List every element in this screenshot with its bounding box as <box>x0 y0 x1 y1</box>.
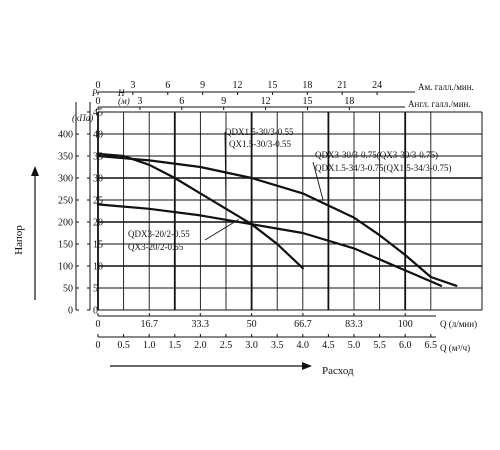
label-qdx3-30: QDX3-30/3-0.75(QX3-30/3-0.75) <box>315 150 438 160</box>
lmin-tick-3: 50 <box>247 319 257 330</box>
usgal-tick-8: 24 <box>372 80 382 91</box>
m3h-tick-1: 0.5 <box>117 340 130 351</box>
p-tick-100: 100 <box>58 262 73 273</box>
y-unit-h: (м) <box>118 96 130 106</box>
label-leader-0 <box>224 131 227 209</box>
ukgal-tick-4: 12 <box>261 96 271 107</box>
h-tick-45: 45 <box>93 108 103 119</box>
y-axis-title: Напор <box>13 225 25 255</box>
m3h-tick-2: 1.0 <box>143 340 156 351</box>
m3h-tick-5: 2.5 <box>220 340 233 351</box>
p-tick-300: 300 <box>58 174 73 185</box>
x-unit-usgal: Ам. галл./мин. <box>418 82 474 92</box>
p-tick-0: 0 <box>68 306 73 317</box>
lmin-tick-1: 16.7 <box>141 319 159 330</box>
series-line-1 <box>96 154 458 287</box>
x-unit-lmin: Q (л/мин) <box>440 319 477 329</box>
h-tick-40: 40 <box>93 130 103 141</box>
lmin-tick-4: 66.7 <box>294 319 312 330</box>
m3h-tick-4: 2.0 <box>194 340 207 351</box>
grid-lines <box>75 91 483 338</box>
usgal-tick-4: 12 <box>233 80 243 91</box>
p-tick-150: 150 <box>58 240 73 251</box>
m3h-tick-3: 1.5 <box>169 340 182 351</box>
ukgal-tick-0: 0 <box>96 96 101 107</box>
h-tick-0: 0 <box>93 306 98 317</box>
x-unit-ukgal: Англ. галл./мин. <box>408 99 471 109</box>
ukgal-tick-5: 15 <box>302 96 312 107</box>
h-tick-5: 5 <box>93 284 98 295</box>
lmin-tick-5: 83.3 <box>345 319 363 330</box>
label-qdx15-34: QDX1.5-34/3-0.75(QX1.5-34/3-0.75) <box>315 163 451 173</box>
label-qx15-30: QX1.5-30/3-0.55 <box>229 139 291 149</box>
p-tick-350: 350 <box>58 152 73 163</box>
h-tick-30: 30 <box>93 174 103 185</box>
y-symbol-h: H <box>117 88 125 98</box>
usgal-tick-6: 18 <box>302 80 312 91</box>
m3h-tick-0: 0 <box>96 340 101 351</box>
label-qdx3-20: QDX3-20/2-0.55 <box>128 229 190 239</box>
y-unit-p: (кПа) <box>72 113 93 123</box>
m3h-tick-10: 5.0 <box>348 340 361 351</box>
tick-labels: 0510152025303540450501001502002503003504… <box>58 80 437 351</box>
ukgal-tick-3: 9 <box>221 96 226 107</box>
m3h-tick-7: 3.5 <box>271 340 284 351</box>
usgal-tick-3: 9 <box>200 80 205 91</box>
ukgal-tick-1: 3 <box>137 96 142 107</box>
usgal-tick-1: 3 <box>130 80 135 91</box>
label-qx3-20: QX3-20/2-0.55 <box>128 242 184 252</box>
ukgal-tick-2: 6 <box>179 96 184 107</box>
lmin-tick-2: 33.3 <box>192 319 210 330</box>
p-tick-400: 400 <box>58 130 73 141</box>
h-tick-25: 25 <box>93 196 103 207</box>
m3h-tick-11: 5.5 <box>373 340 386 351</box>
h-tick-35: 35 <box>93 152 103 163</box>
lmin-tick-0: 0 <box>96 319 101 330</box>
label-leader-1 <box>312 161 324 201</box>
label-qdx15-30: QDX1.5-30/3-0.55 <box>225 127 294 137</box>
y-symbol-p: P <box>91 88 98 98</box>
p-tick-200: 200 <box>58 218 73 229</box>
x-axis-title: Расход <box>322 365 354 377</box>
y-axis-arrowhead <box>31 166 39 176</box>
p-tick-50: 50 <box>63 284 73 295</box>
usgal-tick-5: 15 <box>267 80 277 91</box>
curve-labels: QDX1.5-30/3-0.55 QX1.5-30/3-0.55 QDX3-30… <box>128 127 451 252</box>
m3h-tick-13: 6.5 <box>425 340 438 351</box>
m3h-tick-8: 4.0 <box>297 340 310 351</box>
series-line-2 <box>96 203 443 287</box>
h-tick-20: 20 <box>93 218 103 229</box>
usgal-tick-2: 6 <box>165 80 170 91</box>
usgal-tick-7: 21 <box>337 80 347 91</box>
m3h-tick-12: 6.0 <box>399 340 412 351</box>
x-axis-arrowhead <box>302 362 312 370</box>
x-unit-m3h: Q (м³/ч) <box>440 343 470 353</box>
m3h-tick-6: 3.0 <box>245 340 258 351</box>
label-leader-2 <box>204 218 240 241</box>
p-tick-250: 250 <box>58 196 73 207</box>
m3h-tick-9: 4.5 <box>322 340 335 351</box>
lmin-tick-6: 100 <box>398 319 413 330</box>
curves <box>96 131 458 287</box>
h-tick-15: 15 <box>93 240 103 251</box>
h-tick-10: 10 <box>93 262 103 273</box>
usgal-tick-0: 0 <box>96 80 101 91</box>
ukgal-tick-6: 18 <box>344 96 354 107</box>
